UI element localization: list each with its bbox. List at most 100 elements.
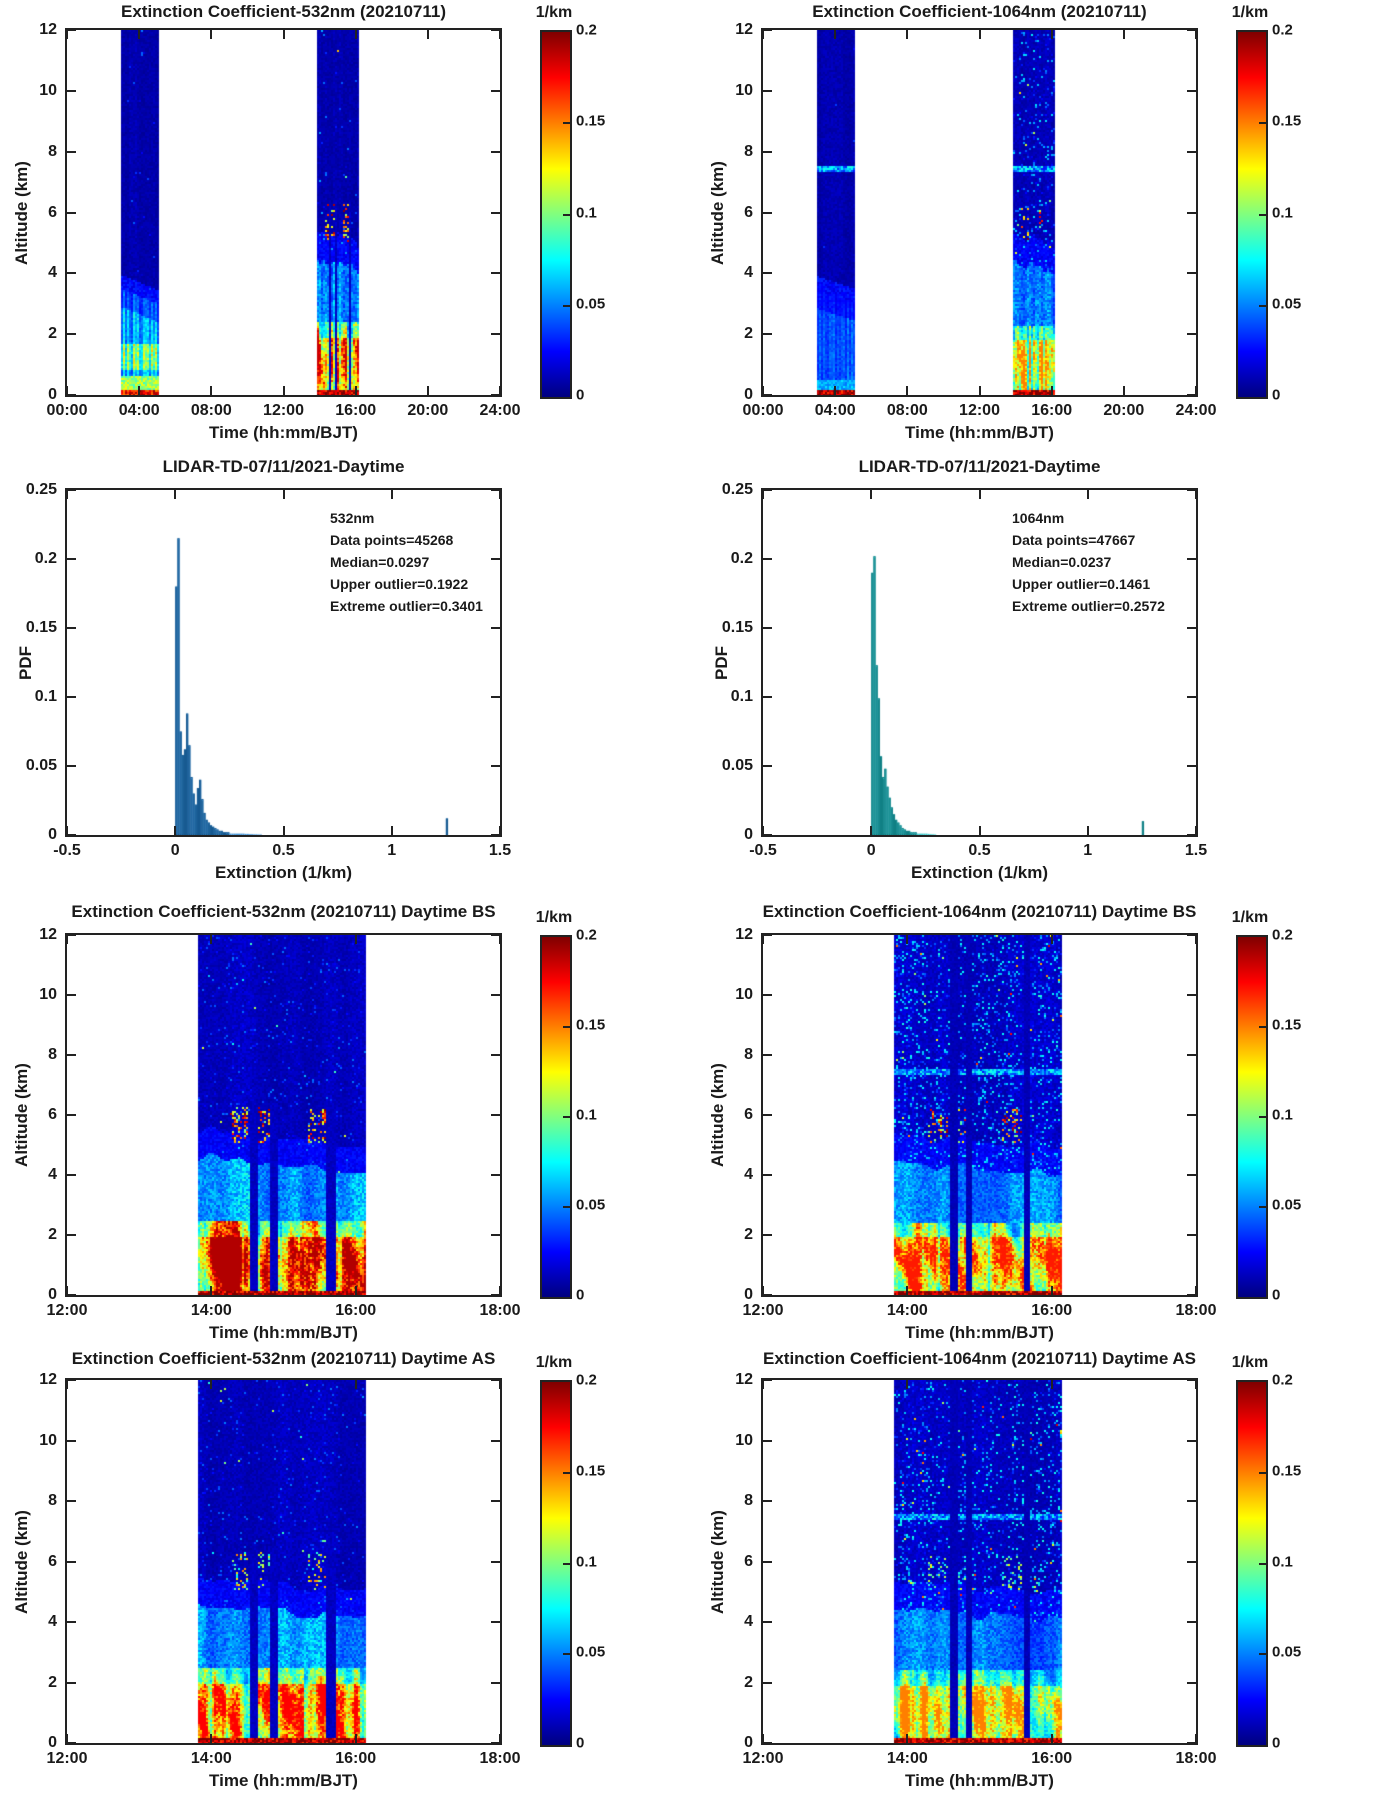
x-tick-label: 1	[387, 842, 397, 859]
y-tick-label: 4	[48, 264, 57, 282]
colorbar-tick	[1259, 213, 1266, 216]
y-tick-right	[1187, 394, 1196, 396]
colorbar-tick-label: 0.1	[1272, 1106, 1293, 1124]
x-tick	[138, 386, 141, 395]
x-tick	[1050, 386, 1053, 395]
y-tick	[763, 934, 772, 936]
x-tick-top	[210, 30, 213, 39]
panel-title: LIDAR-TD-07/11/2021-Daytime	[858, 457, 1101, 476]
x-tick-label: 14:00	[886, 1750, 928, 1767]
colorbar-tick-label: 0	[576, 1286, 585, 1304]
x-tick-top	[762, 30, 764, 39]
y-tick	[763, 333, 772, 336]
x-tick-label: 00:00	[742, 402, 784, 419]
annotation-line: Extreme outlier=0.2572	[1012, 598, 1165, 614]
y-tick-label: 10	[39, 986, 57, 1003]
x-tick-top	[390, 490, 393, 499]
y-tick-label: 8	[744, 1492, 753, 1509]
panel-title: Extinction Coefficient-532nm (20210711)	[120, 2, 447, 21]
y-tick-right	[1187, 558, 1196, 560]
x-tick	[1195, 826, 1197, 835]
heatmap-canvas	[763, 935, 1196, 1295]
y-tick-label: 0.2	[730, 550, 753, 567]
x-tick-top	[978, 30, 981, 39]
x-tick-top	[66, 935, 68, 944]
colorbar-tick	[563, 1562, 570, 1565]
x-tick-label: 24:00	[1175, 402, 1217, 419]
annotation-line: Median=0.0297	[330, 554, 430, 570]
y-tick	[763, 994, 772, 996]
y-tick-right	[1187, 150, 1196, 153]
x-tick-top	[499, 30, 501, 39]
y-tick	[67, 272, 76, 275]
x-axis-label: Extinction (1/km)	[215, 863, 352, 882]
y-tick-right	[491, 89, 500, 92]
x-tick-top	[174, 490, 177, 499]
x-tick	[834, 386, 837, 395]
y-tick-label: 2	[744, 1226, 753, 1243]
y-tick-right	[491, 489, 500, 491]
x-tick-top	[210, 1380, 213, 1389]
x-tick	[499, 826, 501, 835]
colorbar-tick-label: 0.1	[576, 1553, 597, 1570]
y-tick	[67, 765, 76, 767]
y-tick-right	[491, 1681, 500, 1684]
colorbar-tick	[563, 1026, 570, 1028]
y-tick-label: 2	[744, 325, 753, 343]
y-tick	[67, 394, 76, 396]
y-axis-label: Altitude (km)	[708, 160, 727, 265]
y-tick-label: 10	[735, 1431, 753, 1449]
x-tick-top	[66, 490, 68, 499]
colorbar-tick-label: 0	[1272, 1734, 1281, 1752]
x-tick-top	[1195, 490, 1197, 499]
y-tick-label: 0.1	[34, 688, 57, 705]
x-tick-top	[762, 935, 764, 944]
y-tick	[67, 1621, 76, 1623]
x-tick	[762, 386, 764, 395]
x-axis-label: Time (hh:mm/BJT)	[209, 1323, 358, 1342]
x-tick	[870, 826, 873, 835]
y-tick-right	[491, 765, 500, 767]
x-tick-label: 04:00	[118, 402, 160, 419]
y-tick-label: 0.15	[25, 619, 57, 636]
y-tick-label: 10	[39, 81, 57, 99]
panel-ext-532-daytime: Extinction Coefficient-532nm (20210711) 0…	[0, 0, 696, 442]
y-tick	[67, 1114, 76, 1116]
x-tick	[66, 1286, 68, 1295]
y-tick-label: 2	[48, 325, 57, 343]
x-tick-top	[282, 490, 285, 499]
colorbar-tick	[1259, 1562, 1266, 1565]
x-tick-label: 16:00	[1031, 1302, 1073, 1319]
x-tick-label: 20:00	[407, 402, 449, 419]
y-tick	[763, 89, 772, 92]
y-tick-right	[491, 696, 500, 698]
y-axis-label: Altitude (km)	[708, 1509, 727, 1614]
x-tick-top	[1195, 30, 1197, 39]
colorbar-tick-label: 0.05	[576, 1196, 606, 1214]
x-tick	[66, 386, 68, 395]
y-tick	[763, 394, 772, 396]
x-tick-label: 14:00	[190, 1750, 232, 1767]
panel-pdf-532: LIDAR-TD-07/11/2021-Daytime -0.5 0 0.5 1 1.5 0…	[0, 437, 696, 890]
x-tick	[354, 1734, 357, 1743]
colorbar-tick	[563, 1116, 570, 1118]
x-tick-label: 0	[866, 842, 876, 859]
y-tick-right	[491, 558, 500, 560]
x-tick-top	[1050, 30, 1053, 39]
y-tick	[67, 1054, 76, 1056]
colorbar-tick	[563, 1206, 570, 1208]
y-tick	[67, 934, 76, 936]
y-tick-right	[1187, 1234, 1196, 1236]
annotation-line: Data points=45268	[330, 532, 454, 548]
y-tick-label: 0.25	[25, 481, 57, 498]
y-tick	[763, 1379, 772, 1381]
x-tick-label: 14:00	[886, 1302, 928, 1319]
y-tick-right	[1187, 1742, 1196, 1744]
colorbar	[1236, 30, 1268, 399]
y-tick-right	[1187, 489, 1196, 491]
y-tick-right	[491, 834, 500, 836]
y-tick-label: 12	[39, 926, 57, 943]
y-tick-right	[1187, 1379, 1196, 1381]
colorbar-tick-label: 0.1	[576, 204, 597, 221]
y-tick-right	[491, 1114, 500, 1116]
